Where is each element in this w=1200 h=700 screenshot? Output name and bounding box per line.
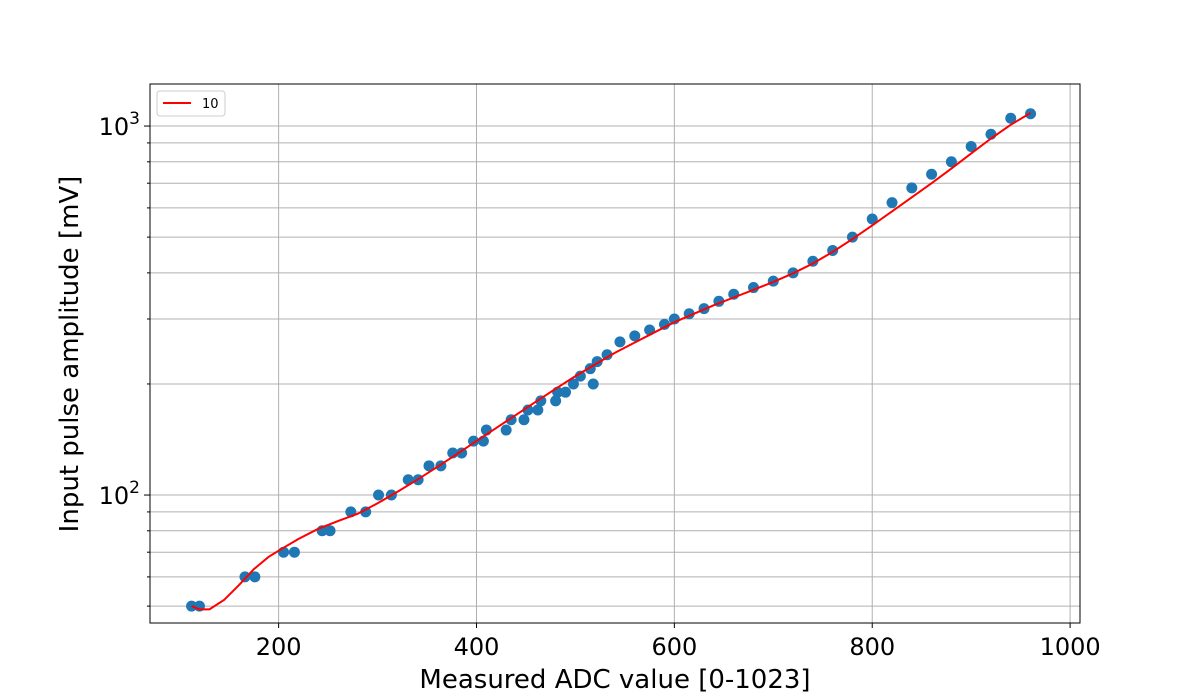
fit-series xyxy=(191,112,1032,611)
grid xyxy=(150,84,1080,623)
data-point xyxy=(239,571,251,583)
data-point xyxy=(926,168,938,180)
data-point xyxy=(567,378,579,390)
x-tick-label: 800 xyxy=(849,633,895,661)
data-point xyxy=(587,378,599,390)
x-tick-label: 200 xyxy=(256,633,302,661)
data-point xyxy=(945,156,957,168)
legend-label-fit: 10 xyxy=(202,97,219,112)
data-point xyxy=(249,571,261,583)
x-tick-label: 1000 xyxy=(1040,633,1101,661)
data-point xyxy=(518,414,530,426)
data-point xyxy=(629,330,641,342)
data-point xyxy=(886,197,898,209)
x-tick-label: 600 xyxy=(651,633,697,661)
data-point xyxy=(574,370,586,382)
data-point xyxy=(535,395,547,407)
y-tick-label: 103 xyxy=(99,109,140,141)
x-tick-label: 400 xyxy=(454,633,500,661)
plot-area-frame xyxy=(149,83,1081,624)
data-point xyxy=(560,386,572,398)
data-point xyxy=(522,404,534,416)
data-point xyxy=(324,525,336,537)
data-point xyxy=(1005,112,1017,124)
y-axis-label: Input pulse amplitude [mV] xyxy=(55,176,85,533)
data-point xyxy=(500,424,512,436)
y-tick-label: 102 xyxy=(99,478,140,510)
data-point xyxy=(532,404,544,416)
data-point xyxy=(550,395,562,407)
data-point xyxy=(288,546,300,558)
data-point xyxy=(186,600,198,612)
data-point xyxy=(423,460,435,472)
data-point xyxy=(658,318,670,330)
x-axis-label: Measured ADC value [0-1023] xyxy=(419,665,810,695)
data-point xyxy=(373,489,385,501)
data-point xyxy=(866,213,878,225)
axis-ticks: 200 400 600 800 1000 102 103 xyxy=(99,109,1101,661)
data-point xyxy=(614,336,626,348)
data-point xyxy=(601,349,613,361)
data-point xyxy=(965,141,977,153)
fit-line xyxy=(191,112,1032,611)
data-point xyxy=(906,182,918,194)
legend: 10 xyxy=(156,90,226,117)
